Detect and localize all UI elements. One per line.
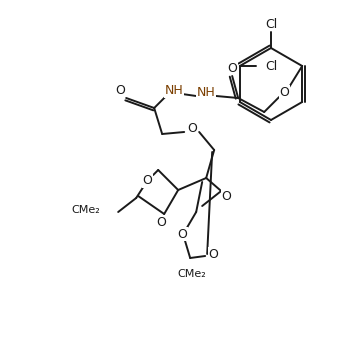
- Text: O: O: [279, 85, 289, 98]
- Text: O: O: [156, 215, 166, 228]
- Text: NH: NH: [165, 84, 183, 97]
- Text: O: O: [208, 248, 218, 261]
- Text: O: O: [142, 174, 152, 188]
- Text: Cl: Cl: [265, 17, 277, 30]
- Text: Cl: Cl: [265, 59, 277, 72]
- Text: O: O: [227, 62, 237, 75]
- Text: O: O: [187, 122, 197, 135]
- Text: O: O: [177, 227, 187, 240]
- Text: O: O: [115, 84, 125, 97]
- Text: O: O: [221, 189, 231, 202]
- Text: CMe₂: CMe₂: [71, 205, 100, 215]
- Text: CMe₂: CMe₂: [178, 269, 207, 279]
- Text: NH: NH: [197, 87, 215, 100]
